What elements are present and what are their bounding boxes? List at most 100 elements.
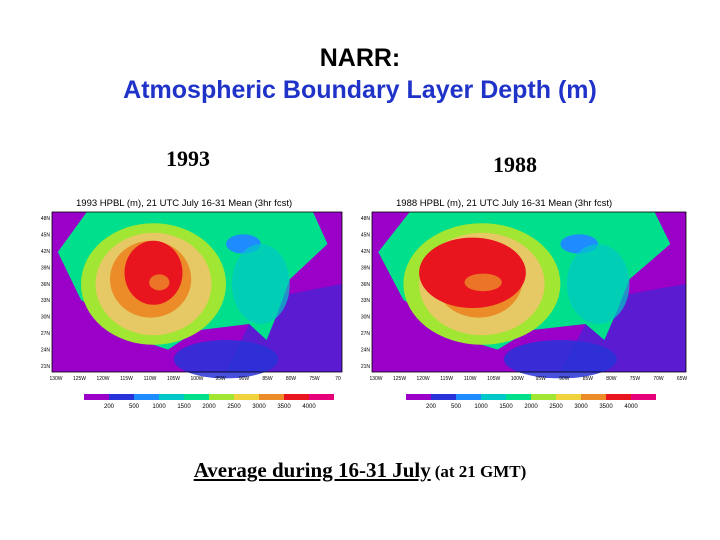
map-panel-1993: 1993 HPBL (m), 21 UTC July 16-31 Mean (3… <box>41 198 343 410</box>
legend-swatch <box>406 394 431 400</box>
legend-swatch <box>259 394 284 400</box>
legend-swatch <box>506 394 531 400</box>
legend-swatch <box>581 394 606 400</box>
lon-tick-label: 110W <box>144 376 157 382</box>
lon-tick-label: 125W <box>393 376 406 382</box>
lat-tick-label: 42N <box>41 249 51 255</box>
eastern-cyan-zone <box>231 244 290 324</box>
lat-tick-label: 45N <box>41 232 51 238</box>
lon-tick-label: 75W <box>309 376 320 382</box>
legend-label: 1000 <box>474 404 488 410</box>
lat-tick-label: 45N <box>361 232 371 238</box>
legend-label: 2000 <box>524 404 538 410</box>
legend-label: 2000 <box>202 404 216 410</box>
lat-axis-1988: 48N 45N 42N 39N 36N 33N 30N 27N 24N 21N <box>361 216 371 370</box>
lat-tick-label: 42N <box>361 249 371 255</box>
lat-tick-label: 48N <box>361 216 371 222</box>
legend-swatch <box>631 394 656 400</box>
hot-spot-interior <box>464 273 502 292</box>
lat-axis-1993: 48N 45N 42N 39N 36N 33N 30N 27N 24N 21N <box>41 216 51 370</box>
legend-label: 1500 <box>499 404 513 410</box>
lon-tick-label: 80W <box>606 376 617 382</box>
gulf-of-mexico <box>173 340 279 379</box>
legend-label: 3000 <box>574 404 588 410</box>
legend-label: 2500 <box>227 404 241 410</box>
lon-tick-label: 115W <box>440 376 453 382</box>
legend-swatch <box>234 394 259 400</box>
legend-label: 4000 <box>624 404 638 410</box>
legend-label: 2500 <box>549 404 563 410</box>
legend-label: 200 <box>104 404 115 410</box>
legend-label: 3500 <box>277 404 291 410</box>
lat-tick-label: 33N <box>361 298 371 304</box>
year-label-1993: 1993 <box>166 146 210 171</box>
lon-tick-label: 90W <box>559 376 570 382</box>
eastern-cyan-zone <box>566 244 630 324</box>
legend-swatch <box>84 394 109 400</box>
year-label-1988: 1988 <box>493 152 537 177</box>
lon-tick-label: 100W <box>190 376 203 382</box>
lat-tick-label: 39N <box>361 265 371 271</box>
legend-label: 3500 <box>599 404 613 410</box>
legend-bar-1993: 200 500 1000 1500 2000 2500 3000 3500 4000 <box>84 394 334 410</box>
lat-tick-label: 27N <box>41 331 51 337</box>
legend-swatch <box>481 394 506 400</box>
hot-spot-red <box>419 237 526 308</box>
lat-tick-label: 39N <box>41 265 51 271</box>
lat-tick-label: 24N <box>41 348 51 354</box>
lat-tick-label: 24N <box>361 348 371 354</box>
caption-note: (at 21 GMT) <box>434 462 527 481</box>
lon-tick-label: 80W <box>286 376 297 382</box>
legend-swatch <box>531 394 556 400</box>
map-title-1988: 1988 HPBL (m), 21 UTC July 16-31 Mean (3… <box>396 198 612 209</box>
legend-label: 500 <box>451 404 462 410</box>
caption: Average during 16-31 July (at 21 GMT) <box>0 458 720 483</box>
slide-title: NARR: <box>319 44 401 72</box>
lon-tick-label: 85W <box>583 376 594 382</box>
lon-tick-label: 95W <box>536 376 547 382</box>
lon-axis-1988: 130W 125W 120W 115W 110W 105W 100W 95W 90W 85W 80W… <box>369 376 687 382</box>
map-area-1993 <box>51 211 343 379</box>
lon-axis-1993: 130W 125W 120W 115W 110W 105W 100W 95W 90W 85W 80W… <box>49 376 341 382</box>
legend-label: 1500 <box>177 404 191 410</box>
legend-swatch <box>284 394 309 400</box>
gulf-of-mexico <box>503 340 617 379</box>
lon-tick-label: 110W <box>464 376 477 382</box>
hot-spot-red <box>124 240 183 305</box>
lat-tick-label: 48N <box>41 216 51 222</box>
lat-tick-label: 21N <box>41 364 51 370</box>
legend-swatch <box>431 394 456 400</box>
lat-tick-label: 33N <box>41 298 51 304</box>
lon-tick-label: 75W <box>630 376 641 382</box>
legend-label: 4000 <box>302 404 316 410</box>
map-panel-1988: 1988 HPBL (m), 21 UTC July 16-31 Mean (3… <box>361 198 688 410</box>
lat-tick-label: 30N <box>41 315 51 321</box>
legend-swatch <box>606 394 631 400</box>
legend-swatch <box>159 394 184 400</box>
legend-swatch <box>456 394 481 400</box>
lon-tick-label: 105W <box>167 376 180 382</box>
legend-swatch <box>556 394 581 400</box>
lon-tick-label: 130W <box>49 376 62 382</box>
legend-swatch <box>109 394 134 400</box>
lat-tick-label: 36N <box>361 282 371 288</box>
legend-label: 200 <box>426 404 437 410</box>
caption-main: Average during 16-31 July <box>193 458 431 482</box>
lon-tick-label: 70W <box>653 376 664 382</box>
legend-swatch <box>134 394 159 400</box>
lon-tick-label: 95W <box>215 376 226 382</box>
legend-swatch <box>184 394 209 400</box>
lon-tick-label: 85W <box>262 376 273 382</box>
lat-tick-label: 30N <box>361 315 371 321</box>
lon-tick-label: 130W <box>369 376 382 382</box>
legend-swatch <box>309 394 334 400</box>
lon-tick-label: 120W <box>417 376 430 382</box>
lon-tick-label: 125W <box>73 376 86 382</box>
lon-tick-label: 120W <box>96 376 109 382</box>
lon-tick-label: 70 <box>335 376 341 382</box>
slide-subtitle: Atmospheric Boundary Layer Depth (m) <box>123 76 597 104</box>
map-area-1988 <box>371 211 687 379</box>
lon-tick-label: 65W <box>677 376 688 382</box>
map-frame <box>51 211 343 373</box>
legend-label: 1000 <box>152 404 166 410</box>
